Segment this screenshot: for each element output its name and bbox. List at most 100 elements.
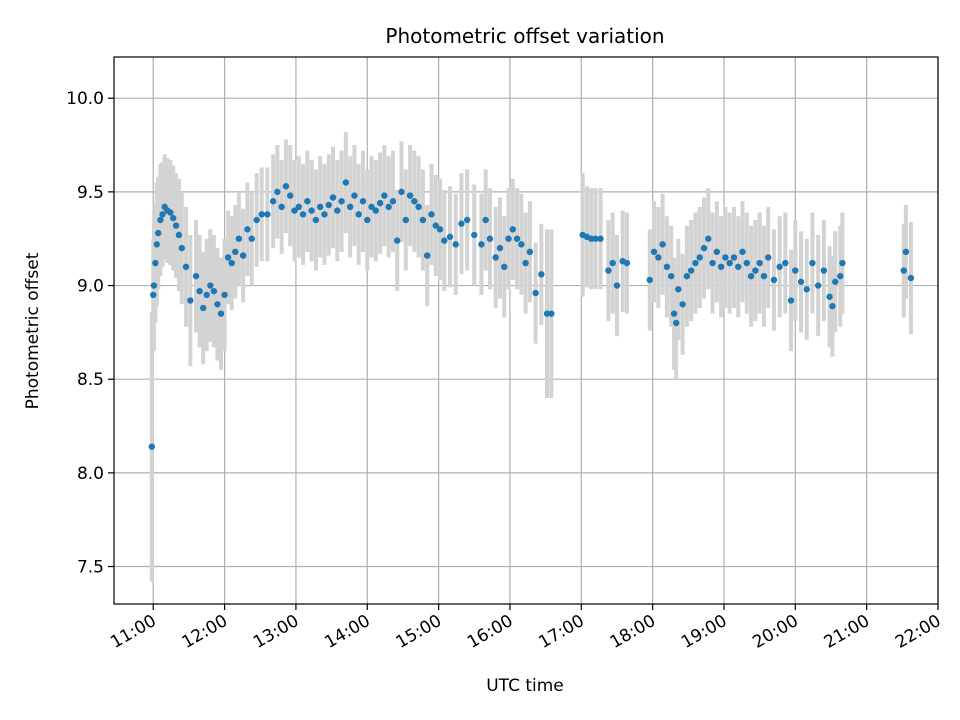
x-tick-label: 18:00: [607, 611, 659, 653]
data-point: [803, 286, 810, 293]
data-point: [735, 263, 742, 271]
data-point: [765, 254, 772, 261]
data-point: [538, 271, 545, 278]
y-tick-label: 8.0: [77, 464, 104, 484]
data-point: [692, 259, 699, 267]
data-point: [486, 235, 494, 242]
x-tick-label: 19:00: [678, 611, 730, 653]
data-point: [687, 267, 695, 274]
data-point: [423, 252, 431, 259]
data-point: [368, 203, 375, 211]
data-point: [441, 237, 448, 244]
data-point: [432, 222, 439, 229]
data-point: [372, 207, 380, 214]
data-point: [752, 267, 759, 274]
data-point: [792, 267, 799, 274]
data-point: [402, 216, 409, 224]
data-point: [787, 297, 795, 304]
data-point: [207, 282, 214, 289]
data-point: [496, 244, 504, 252]
data-point: [155, 229, 162, 237]
data-point: [342, 179, 350, 186]
data-point: [717, 263, 725, 271]
data-point: [224, 254, 232, 261]
data-point: [446, 233, 454, 241]
data-point: [187, 297, 194, 304]
data-point: [471, 231, 478, 239]
x-tick-label: 15:00: [393, 611, 445, 653]
data-point: [376, 199, 384, 207]
data-point: [159, 211, 166, 218]
data-point: [705, 235, 712, 242]
data-point: [826, 293, 833, 300]
data-point: [683, 272, 691, 280]
data-point: [278, 203, 285, 211]
data-point: [153, 241, 161, 248]
data-point: [713, 248, 721, 256]
data-point: [743, 259, 751, 267]
data-point: [264, 211, 271, 218]
y-tick-label: 9.5: [77, 183, 104, 203]
x-tick-label: 12:00: [179, 611, 231, 653]
data-point: [364, 216, 371, 224]
data-point: [244, 226, 251, 233]
data-point: [739, 248, 746, 256]
data-point: [381, 192, 388, 199]
data-point: [463, 216, 471, 224]
data-point: [760, 272, 768, 280]
errorbar-layer: [149, 131, 913, 582]
x-tick-label: 11:00: [107, 611, 159, 653]
data-point: [646, 276, 653, 284]
data-point: [605, 267, 612, 274]
data-point: [513, 235, 521, 242]
data-point: [232, 248, 239, 256]
data-point: [406, 192, 414, 199]
x-tick-label: 13:00: [250, 611, 302, 653]
x-tick-label: 17:00: [535, 611, 587, 653]
data-point: [214, 301, 221, 308]
data-point: [532, 289, 539, 297]
data-point: [722, 254, 729, 261]
data-point: [679, 301, 686, 308]
data-point: [217, 310, 225, 317]
data-point: [295, 203, 302, 211]
data-point: [548, 310, 555, 317]
data-point: [900, 267, 907, 274]
data-point: [196, 287, 203, 295]
y-axis: 7.5 8.0 8.5 9.0 9.5 10.0: [66, 89, 114, 578]
data-point: [428, 211, 435, 218]
data-point: [839, 259, 846, 267]
data-point: [299, 211, 307, 218]
chart-title: Photometric offset variation: [385, 24, 664, 48]
data-point: [458, 220, 465, 227]
x-tick-label: 14:00: [321, 611, 373, 653]
data-point: [170, 214, 177, 222]
data-point: [178, 244, 185, 252]
data-point: [308, 207, 315, 214]
data-point: [355, 211, 362, 218]
data-point: [258, 211, 265, 218]
data-point: [650, 248, 658, 256]
data-point: [700, 244, 708, 252]
grid-layer: [114, 57, 939, 604]
data-point: [235, 235, 243, 242]
data-point: [814, 282, 822, 289]
data-point: [359, 198, 367, 205]
data-point: [592, 235, 599, 242]
y-tick-label: 8.5: [77, 370, 104, 390]
data-point: [907, 274, 915, 282]
data-point: [150, 291, 157, 299]
data-point: [182, 263, 190, 271]
data-point: [287, 192, 294, 199]
x-tick-label: 20:00: [749, 611, 801, 653]
data-point: [282, 183, 290, 190]
data-point: [346, 203, 354, 211]
data-point: [157, 216, 164, 224]
data-point: [415, 203, 422, 211]
plot-frame: [113, 56, 939, 605]
data-point: [832, 278, 839, 285]
data-point: [321, 211, 328, 218]
data-point: [670, 310, 678, 317]
data-point: [672, 319, 680, 327]
data-point: [419, 216, 427, 224]
